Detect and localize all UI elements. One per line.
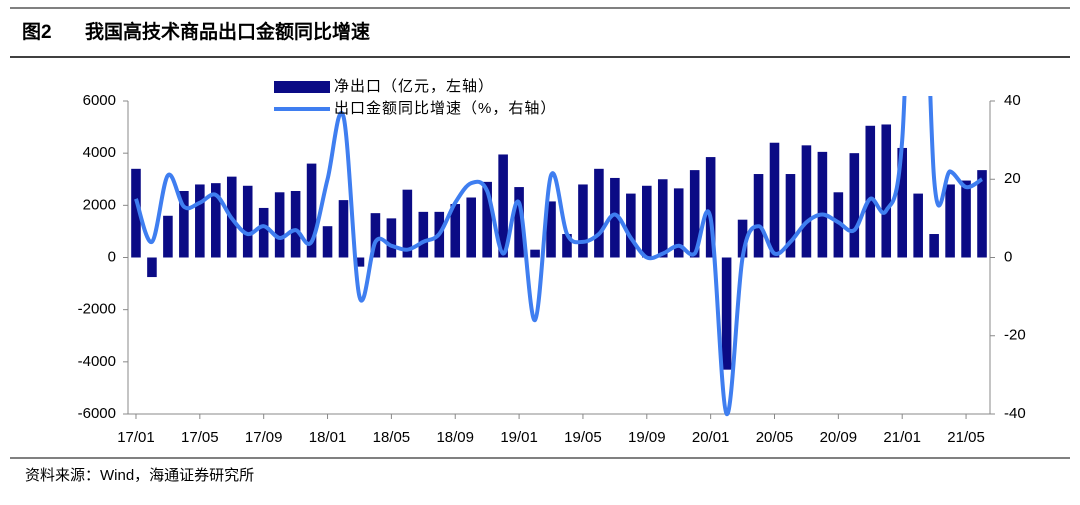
y2-tick-label: -20 (1004, 327, 1026, 344)
bar (514, 187, 524, 258)
x-tick-label: 17/01 (117, 429, 155, 446)
bar (737, 219, 748, 258)
bar (211, 183, 221, 258)
bar (322, 226, 333, 258)
bar (450, 204, 461, 258)
y2-tick-label: 0 (1004, 248, 1012, 265)
bar (131, 168, 141, 258)
bar (562, 234, 572, 258)
y-tick-label: 0 (108, 248, 116, 265)
y-tick-label: 4000 (83, 144, 116, 161)
bar (530, 249, 540, 258)
chart-title: 我国高技术商品出口金额同比增速 (85, 20, 370, 43)
bar (274, 192, 285, 258)
bar (626, 193, 636, 258)
bar (769, 142, 780, 258)
bar (338, 200, 349, 258)
x-tick-label: 18/09 (436, 429, 474, 446)
y-tick-label: -4000 (78, 353, 116, 370)
bar (913, 193, 923, 258)
y2-tick-label: 40 (1004, 92, 1021, 109)
plot-area (131, 96, 987, 417)
bar (817, 151, 828, 258)
bar (546, 201, 556, 258)
y2-tick-label: -40 (1004, 405, 1026, 422)
bar (897, 147, 907, 258)
bar (466, 197, 476, 258)
x-tick-label: 19/09 (628, 429, 666, 446)
bar (610, 177, 620, 258)
bar (578, 184, 588, 258)
y2-tick-label: 20 (1004, 170, 1021, 187)
bar (418, 211, 429, 258)
bar (849, 153, 860, 258)
bar (306, 163, 317, 258)
x-tick-label: 18/05 (373, 429, 411, 446)
bar (179, 190, 189, 258)
bar (721, 257, 732, 370)
x-tick-label: 17/09 (245, 429, 283, 446)
y-tick-label: -6000 (78, 405, 116, 422)
legend-swatch (274, 81, 330, 93)
y-tick-label: 2000 (83, 196, 116, 213)
bar (785, 174, 796, 258)
x-tick-label: 19/01 (500, 429, 538, 446)
bar (594, 168, 604, 258)
bar (370, 213, 381, 258)
x-tick-label: 21/01 (883, 429, 921, 446)
x-tick-label: 20/09 (820, 429, 858, 446)
x-tick-label: 20/05 (756, 429, 794, 446)
bar (163, 215, 173, 258)
legend-label: 净出口（亿元，左轴） (334, 78, 494, 95)
bar (290, 190, 301, 258)
source: 资料来源：Wind，海通证券研究所 (25, 467, 254, 484)
x-tick-label: 17/05 (181, 429, 219, 446)
bar (881, 124, 892, 258)
bar (929, 234, 939, 258)
figure-number: 图2 (22, 21, 52, 43)
bar (673, 188, 684, 258)
bar (945, 184, 955, 258)
y-tick-label: -2000 (78, 301, 116, 318)
bar (657, 179, 668, 258)
bar (147, 257, 157, 278)
bar (482, 181, 492, 258)
x-tick-label: 20/01 (692, 429, 730, 446)
x-tick-label: 21/05 (947, 429, 985, 446)
line (134, 96, 984, 417)
legend-label: 出口金额同比增速（%，右轴） (334, 100, 556, 117)
bar (195, 184, 205, 258)
x-tick-label: 19/05 (564, 429, 602, 446)
bar (402, 189, 413, 258)
bar (801, 145, 812, 258)
y-tick-label: 6000 (83, 92, 116, 109)
bar (705, 157, 716, 258)
bar (242, 185, 253, 258)
bar (833, 192, 844, 258)
bar (689, 170, 700, 258)
bar (961, 180, 971, 258)
bar (865, 125, 876, 258)
bar (977, 170, 987, 258)
x-tick-label: 18/01 (309, 429, 347, 446)
bar (386, 218, 397, 258)
bar (753, 174, 764, 258)
bar (258, 207, 269, 258)
bar (354, 257, 365, 267)
bar (498, 154, 508, 258)
bar (642, 185, 652, 258)
